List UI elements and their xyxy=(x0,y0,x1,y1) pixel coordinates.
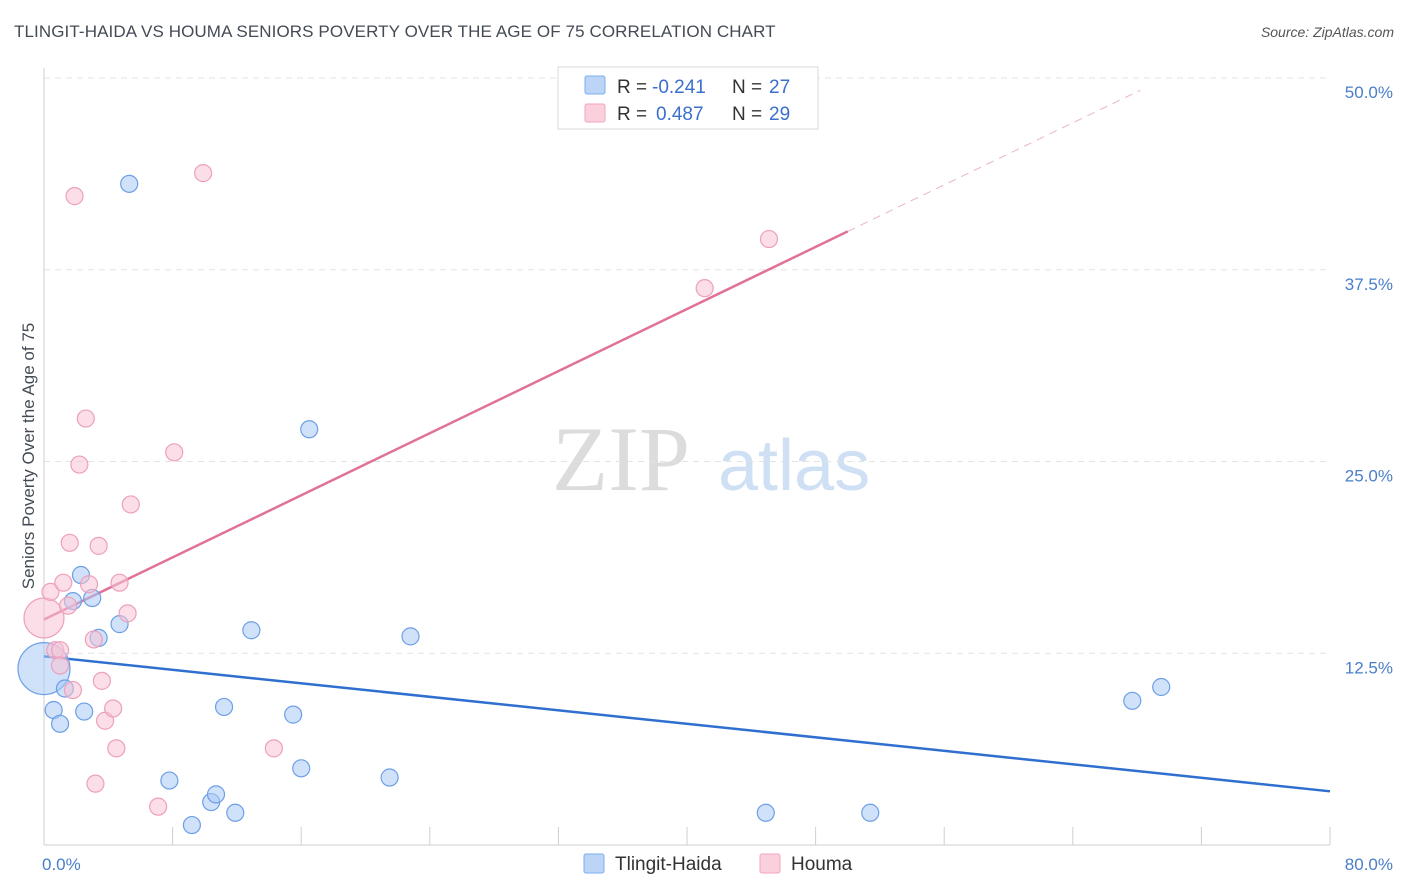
data-points xyxy=(17,164,1171,835)
legend-n-value-2: 29 xyxy=(769,104,790,125)
legend-swatch-tlingit xyxy=(584,75,606,95)
legend-box: R = -0.241 N = 27 R = 0.487 N = 29 xyxy=(557,66,819,130)
houma-point-11 xyxy=(76,409,95,428)
legend-r-value-1: -0.241 xyxy=(652,77,706,98)
tlingit-point-11 xyxy=(160,771,179,790)
houma-point-20 xyxy=(110,573,129,592)
houma-point-23 xyxy=(149,797,168,816)
x-tick-label-1: 80.0% xyxy=(1345,855,1393,874)
houma-point-10 xyxy=(70,455,89,474)
y-axis-label: Seniors Poverty Over the Age of 75 xyxy=(19,323,38,589)
legend-n-label-2: N = xyxy=(732,104,762,125)
tlingit-point-24 xyxy=(861,803,880,822)
houma-point-6 xyxy=(59,596,78,615)
houma-point-9 xyxy=(65,187,84,206)
bottom-legend-swatch-houma xyxy=(759,853,781,874)
houma-point-19 xyxy=(107,739,126,758)
bottom-legend-houma: Houma xyxy=(791,854,853,875)
axes xyxy=(43,68,1331,846)
houma-point-28 xyxy=(759,229,779,249)
legend-r-label-1: R = xyxy=(617,77,647,98)
legend-n-label-1: N = xyxy=(732,77,762,98)
houma-point-5 xyxy=(54,573,73,592)
y-tick-label-1: 25.0% xyxy=(1345,467,1393,486)
tlingit-point-14 xyxy=(206,785,226,804)
legend-r-label-2: R = xyxy=(617,104,647,125)
source-label: Source: ZipAtlas.com xyxy=(1260,24,1394,40)
houma-point-14 xyxy=(86,774,105,793)
houma-point-7 xyxy=(60,533,79,552)
bottom-legend: Tlingit-Haida Houma xyxy=(583,853,853,875)
houma-point-25 xyxy=(194,164,213,183)
y-tick-label-0: 12.5% xyxy=(1345,658,1393,677)
tlingit-point-26 xyxy=(1152,677,1171,697)
tlingit-trend-line xyxy=(43,655,1331,793)
legend-swatch-houma xyxy=(584,103,606,123)
houma-point-26 xyxy=(264,739,283,758)
gridlines xyxy=(44,77,1330,654)
tlingit-point-12 xyxy=(182,815,201,835)
houma-point-1 xyxy=(41,582,60,601)
y-tick-label-2: 37.5% xyxy=(1345,275,1393,294)
tlingit-point-20 xyxy=(300,420,319,439)
houma-point-3 xyxy=(50,641,70,660)
houma-trend-extension xyxy=(847,89,1141,232)
houma-point-0 xyxy=(23,597,65,639)
houma-point-22 xyxy=(121,495,140,514)
tlingit-point-16 xyxy=(226,803,245,822)
legend-r-value-2: 0.487 xyxy=(656,104,704,125)
tlingit-point-6 xyxy=(75,702,94,721)
houma-point-21 xyxy=(118,604,137,623)
chart-title: TLINGIT-HAIDA VS HOUMA SENIORS POVERTY O… xyxy=(14,22,776,41)
tlingit-point-15 xyxy=(214,697,234,717)
houma-trend-line xyxy=(43,230,849,621)
tlingit-point-2 xyxy=(50,714,70,733)
tlingit-point-19 xyxy=(292,759,311,778)
tlingit-point-17 xyxy=(242,621,261,640)
x-tick-label-0: 0.0% xyxy=(42,855,81,874)
houma-point-12 xyxy=(79,575,99,594)
houma-point-18 xyxy=(104,699,123,718)
trend-lines xyxy=(43,89,1331,793)
watermark-zip: ZIP xyxy=(552,408,690,510)
legend-n-value-1: 27 xyxy=(769,77,790,98)
houma-point-27 xyxy=(695,279,714,298)
houma-point-4 xyxy=(50,656,70,675)
tlingit-point-21 xyxy=(380,768,399,787)
y-tick-labels: 12.5% 25.0% 37.5% 50.0% xyxy=(1345,83,1393,677)
houma-point-8 xyxy=(63,680,83,700)
tlingit-point-25 xyxy=(1123,691,1142,710)
tlingit-point-10 xyxy=(120,174,139,193)
tlingit-point-23 xyxy=(756,803,775,822)
houma-point-16 xyxy=(92,671,111,690)
x-tick-labels: 0.0% 80.0% xyxy=(42,855,1393,874)
y-tick-label-3: 50.0% xyxy=(1345,83,1393,102)
bottom-legend-tlingit: Tlingit-Haida xyxy=(615,854,722,875)
watermark-atlas: atlas xyxy=(718,426,870,506)
houma-point-15 xyxy=(89,536,108,555)
tlingit-point-22 xyxy=(401,627,420,646)
tlingit-point-18 xyxy=(284,705,303,724)
houma-point-13 xyxy=(84,630,103,649)
bottom-legend-swatch-tlingit xyxy=(583,853,605,874)
houma-point-24 xyxy=(165,443,184,462)
